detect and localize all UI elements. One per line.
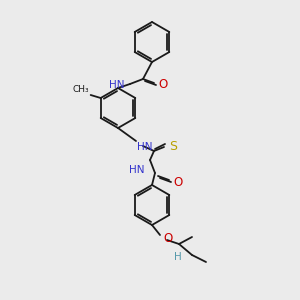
Text: HN: HN bbox=[130, 165, 145, 175]
Text: O: O bbox=[173, 176, 182, 188]
Text: CH₃: CH₃ bbox=[72, 85, 89, 94]
Text: HN: HN bbox=[109, 80, 124, 90]
Text: O: O bbox=[163, 232, 172, 244]
Text: H: H bbox=[174, 252, 182, 262]
Text: HN: HN bbox=[137, 142, 152, 152]
Text: S: S bbox=[169, 140, 177, 152]
Text: O: O bbox=[158, 79, 167, 92]
